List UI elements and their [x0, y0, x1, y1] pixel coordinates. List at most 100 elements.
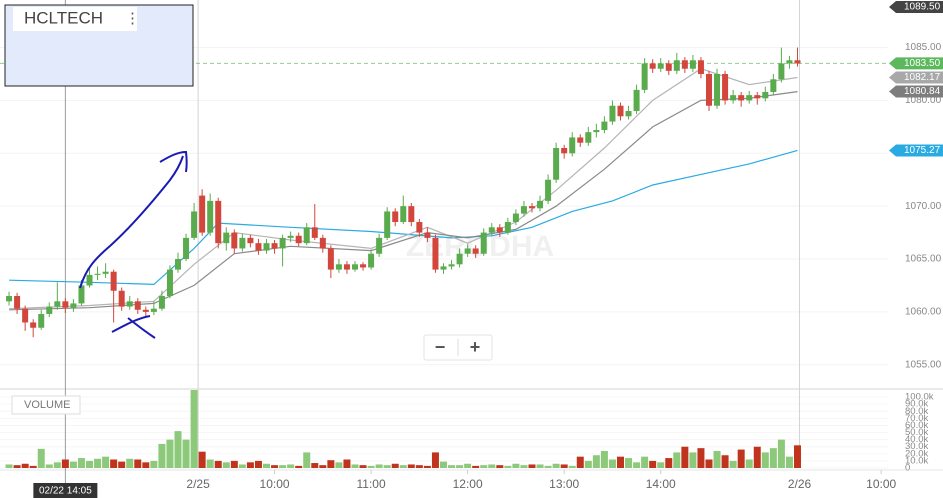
zoom-out[interactable]: − — [435, 337, 446, 357]
candle-body — [191, 211, 198, 238]
candle-body — [448, 264, 455, 267]
y-tick-label: 1085.00 — [905, 42, 942, 53]
candle-body — [247, 237, 254, 244]
candle-body — [295, 235, 302, 244]
volume-bar — [407, 464, 415, 468]
candle-body — [335, 264, 342, 270]
candle-body — [722, 74, 729, 101]
menu-icon[interactable]: ⋮ — [125, 10, 140, 27]
volume-bar — [222, 462, 230, 468]
candle-body — [207, 200, 214, 233]
price-tag — [889, 144, 943, 157]
volume-tick-label: 100.0k — [905, 392, 934, 403]
volume-tick-label: 10.0k — [905, 455, 928, 466]
volume-bar — [351, 464, 359, 468]
volume-bar — [584, 460, 592, 468]
candle-body — [368, 253, 375, 268]
volume-bar — [697, 448, 705, 468]
price-tag — [889, 71, 943, 84]
candle-body — [657, 63, 664, 69]
overlays — [9, 68, 798, 311]
volume-tick-label: 60.0k — [905, 420, 928, 431]
volume-bar — [126, 458, 134, 468]
volume-bar — [271, 465, 279, 468]
zoom-in[interactable]: + — [470, 337, 481, 357]
x-tick-label: 13:00 — [549, 477, 579, 491]
volume-tick-label: 30.0k — [905, 441, 928, 452]
candle-body — [416, 222, 423, 233]
candle-body — [472, 248, 479, 254]
volume-bar — [254, 460, 262, 468]
candle-body — [215, 200, 222, 244]
candle-body — [78, 285, 85, 304]
candle-body — [327, 248, 334, 270]
volume-bar — [295, 465, 303, 468]
volume-bar — [625, 458, 633, 468]
volume-tick-label: 20.0k — [905, 448, 928, 459]
volume-bar — [769, 448, 777, 468]
candle-body — [166, 269, 173, 297]
candle-body — [585, 132, 592, 143]
drawing-cross — [111, 315, 156, 339]
candle-body — [376, 237, 383, 254]
candle-body — [697, 60, 704, 75]
candle-body — [94, 273, 101, 275]
volume-bar — [13, 465, 21, 468]
candle-body — [400, 206, 407, 223]
candle-body — [762, 91, 769, 99]
candle-body — [464, 248, 471, 254]
candle-body — [786, 60, 793, 64]
volume-bar — [246, 462, 254, 468]
volume-bar — [616, 456, 624, 468]
volume-bar — [69, 461, 77, 468]
symbol-name: HCLTECH — [24, 8, 103, 27]
y-tick-label: 1065.00 — [905, 254, 942, 265]
candle-body — [488, 227, 495, 233]
volume-bar — [343, 459, 351, 468]
y-tick-label: 1080.00 — [905, 95, 942, 106]
volume-bar — [150, 460, 158, 468]
volume-bar — [311, 463, 319, 468]
candle-body — [255, 243, 262, 251]
volume-tag — [11, 395, 81, 415]
candle-body — [714, 74, 721, 106]
volume-bar — [399, 465, 407, 468]
volume-bar — [134, 459, 142, 468]
candle-body — [62, 301, 69, 308]
volume-bar — [142, 462, 150, 468]
price-tag — [889, 85, 943, 98]
volume-bar — [279, 465, 287, 468]
candle-body — [424, 232, 431, 238]
price-tag-label: 1089.50 — [904, 2, 941, 13]
volume-bar — [745, 459, 753, 468]
volume-bar — [785, 456, 793, 468]
candle-body — [134, 301, 141, 310]
candle-body — [537, 200, 544, 209]
candle-body — [408, 206, 415, 223]
candle-body — [223, 232, 230, 244]
volume-bar — [319, 465, 327, 468]
candle-body — [158, 296, 165, 309]
candle-body — [673, 60, 680, 71]
volume-bar — [110, 459, 118, 468]
volume-bar — [544, 465, 552, 468]
x-tick-label: 2/25 — [186, 477, 210, 491]
candle-body — [102, 271, 109, 274]
candle-body — [86, 274, 93, 286]
volume-bar — [472, 465, 480, 468]
candle-body — [110, 271, 117, 291]
symbol-tag[interactable] — [13, 7, 137, 31]
candle-body — [126, 301, 133, 307]
candle-body — [738, 95, 745, 101]
candle-body — [730, 95, 737, 101]
price-tag-label: 1080.84 — [904, 86, 941, 97]
volume-bar — [391, 463, 399, 468]
volume-bar — [102, 456, 110, 468]
price-tag — [889, 57, 943, 70]
candle-body — [754, 95, 761, 99]
volume-tick-label: 80.0k — [905, 406, 928, 417]
candle-body — [561, 148, 568, 154]
candle-body — [770, 79, 777, 92]
